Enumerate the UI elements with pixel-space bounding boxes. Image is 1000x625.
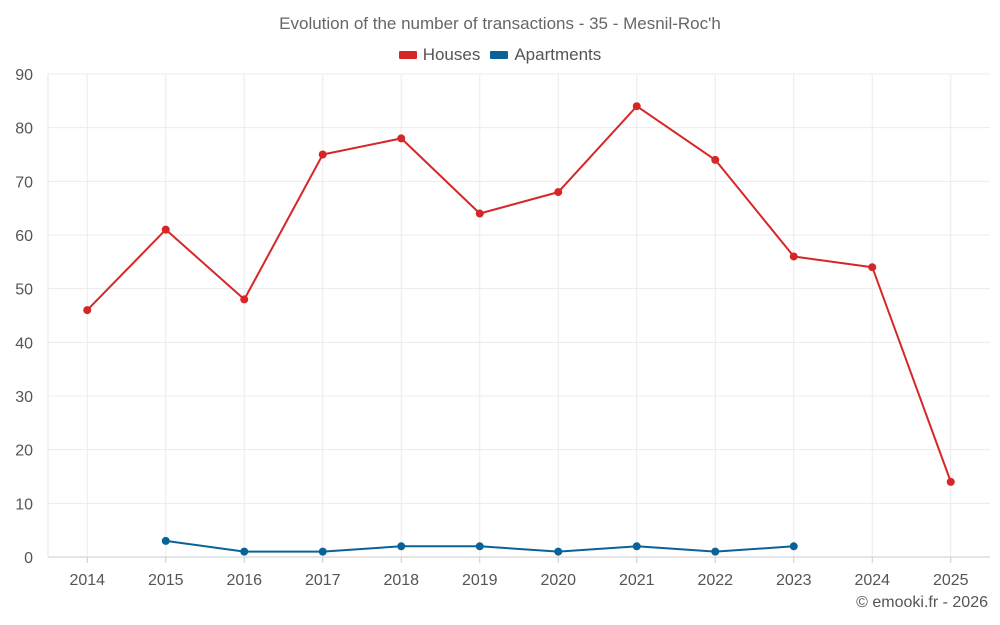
data-point-apartments-2023[interactable]	[789, 542, 798, 551]
data-point-apartments-2018[interactable]	[397, 542, 406, 551]
chart-grid	[48, 73, 990, 558]
data-point-houses-2019[interactable]	[475, 209, 484, 218]
data-point-apartments-2016[interactable]	[240, 547, 249, 556]
y-tick-label-90: 90	[15, 67, 33, 84]
y-tick-label-20: 20	[15, 443, 33, 460]
chart-title: Evolution of the number of transactions …	[279, 14, 721, 33]
data-point-apartments-2015[interactable]	[161, 536, 170, 545]
x-tick-label-2015: 2015	[148, 572, 184, 589]
data-point-apartments-2017[interactable]	[318, 547, 327, 556]
data-point-houses-2021[interactable]	[632, 102, 641, 111]
x-tick-label-2018: 2018	[383, 572, 419, 589]
chart-series	[83, 102, 955, 556]
series-line-houses	[86, 105, 952, 483]
y-tick-label-60: 60	[15, 228, 33, 245]
x-tick-label-2020: 2020	[540, 572, 576, 589]
data-point-houses-2020[interactable]	[554, 188, 563, 197]
y-tick-label-30: 30	[15, 389, 33, 406]
legend-swatch-apartments	[490, 51, 509, 59]
y-tick-label-10: 10	[15, 496, 33, 513]
x-tick-label-2019: 2019	[462, 572, 498, 589]
data-point-houses-2014[interactable]	[83, 306, 92, 315]
chart-axes: 0 10 20 30 40 50 60 70 80 90 2014 2015 2016 2017 2018 2…	[15, 67, 968, 589]
legend-label-apartments: Apartments	[514, 45, 602, 64]
copyright-credit: © emooki.fr - 2026	[856, 594, 988, 611]
data-point-apartments-2020[interactable]	[554, 547, 563, 556]
data-point-apartments-2019[interactable]	[475, 542, 484, 551]
x-tick-label-2024: 2024	[854, 572, 890, 589]
data-point-houses-2016[interactable]	[240, 295, 249, 304]
x-tick-label-2017: 2017	[305, 572, 341, 589]
chart-legend: Houses Apartments	[0, 45, 1000, 65]
data-point-houses-2015[interactable]	[161, 225, 170, 234]
legend-label-houses: Houses	[422, 45, 481, 64]
legend-item-apartments[interactable]: Apartments	[490, 45, 601, 65]
data-point-houses-2023[interactable]	[789, 252, 798, 261]
data-point-apartments-2021[interactable]	[632, 542, 641, 551]
y-tick-label-50: 50	[15, 282, 33, 299]
data-point-houses-2017[interactable]	[318, 150, 327, 159]
data-point-houses-2018[interactable]	[397, 134, 406, 143]
data-point-apartments-2022[interactable]	[711, 547, 720, 556]
legend-item-houses[interactable]: Houses	[398, 45, 481, 65]
y-tick-label-40: 40	[15, 335, 33, 352]
x-tick-label-2023: 2023	[776, 572, 812, 589]
x-tick-label-2021: 2021	[619, 572, 655, 589]
x-tick-label-2025: 2025	[933, 572, 969, 589]
y-tick-label-70: 70	[15, 174, 33, 191]
data-point-houses-2022[interactable]	[711, 155, 720, 164]
legend-swatch-houses	[398, 51, 417, 59]
data-point-houses-2025[interactable]	[946, 477, 955, 486]
y-tick-label-0: 0	[24, 550, 33, 567]
x-tick-label-2016: 2016	[226, 572, 262, 589]
y-tick-label-80: 80	[15, 121, 33, 138]
x-tick-label-2022: 2022	[697, 572, 733, 589]
x-tick-label-2014: 2014	[69, 572, 105, 589]
data-point-houses-2024[interactable]	[868, 263, 877, 272]
